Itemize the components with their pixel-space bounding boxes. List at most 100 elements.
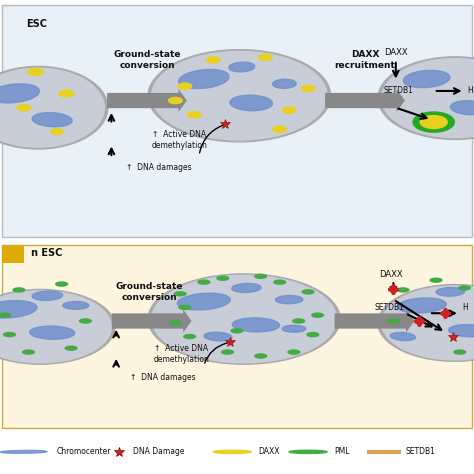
Text: SETDB1: SETDB1 bbox=[405, 447, 435, 456]
Circle shape bbox=[213, 450, 251, 454]
Circle shape bbox=[458, 285, 471, 291]
Circle shape bbox=[453, 349, 466, 355]
Circle shape bbox=[173, 291, 187, 297]
Ellipse shape bbox=[0, 68, 104, 147]
Circle shape bbox=[292, 318, 305, 324]
Ellipse shape bbox=[232, 318, 280, 332]
Circle shape bbox=[289, 450, 327, 454]
Ellipse shape bbox=[378, 284, 474, 361]
Ellipse shape bbox=[230, 95, 273, 111]
Circle shape bbox=[177, 82, 192, 90]
Circle shape bbox=[311, 312, 324, 318]
Ellipse shape bbox=[148, 274, 340, 364]
Text: ↑  DNA damages: ↑ DNA damages bbox=[126, 163, 191, 172]
Text: SETDB1: SETDB1 bbox=[374, 303, 404, 312]
Bar bbox=[367, 450, 401, 454]
Circle shape bbox=[419, 115, 448, 129]
Circle shape bbox=[206, 56, 221, 64]
Circle shape bbox=[58, 89, 74, 98]
Text: n ESC: n ESC bbox=[31, 248, 62, 258]
Ellipse shape bbox=[32, 113, 72, 127]
Text: H: H bbox=[462, 303, 468, 312]
Circle shape bbox=[79, 318, 92, 324]
Text: SETDB1: SETDB1 bbox=[384, 86, 414, 95]
Circle shape bbox=[197, 279, 210, 285]
Circle shape bbox=[254, 273, 267, 279]
Circle shape bbox=[3, 332, 16, 337]
Ellipse shape bbox=[232, 283, 261, 292]
Ellipse shape bbox=[179, 69, 229, 89]
Circle shape bbox=[187, 111, 202, 118]
Text: DAXX: DAXX bbox=[384, 48, 408, 57]
Ellipse shape bbox=[0, 450, 47, 453]
Text: DAXX: DAXX bbox=[258, 447, 280, 456]
Ellipse shape bbox=[148, 50, 331, 142]
Circle shape bbox=[396, 287, 410, 292]
Ellipse shape bbox=[32, 291, 63, 301]
Text: Ground-state
conversion: Ground-state conversion bbox=[116, 282, 183, 301]
Text: H: H bbox=[467, 86, 473, 95]
Circle shape bbox=[254, 353, 267, 359]
Circle shape bbox=[27, 67, 44, 76]
Ellipse shape bbox=[273, 79, 296, 88]
Ellipse shape bbox=[382, 286, 474, 360]
Circle shape bbox=[55, 282, 68, 287]
Text: ↑  DNA damages: ↑ DNA damages bbox=[130, 374, 196, 383]
Circle shape bbox=[301, 289, 315, 294]
Circle shape bbox=[22, 349, 35, 355]
Ellipse shape bbox=[448, 325, 474, 337]
Text: DAXX: DAXX bbox=[379, 270, 403, 279]
Circle shape bbox=[273, 279, 286, 285]
Ellipse shape bbox=[0, 291, 111, 363]
Circle shape bbox=[258, 54, 273, 61]
Ellipse shape bbox=[390, 332, 416, 341]
Circle shape bbox=[216, 275, 229, 281]
Circle shape bbox=[272, 126, 287, 133]
Ellipse shape bbox=[450, 100, 474, 115]
Circle shape bbox=[429, 277, 443, 283]
Ellipse shape bbox=[282, 325, 306, 332]
Ellipse shape bbox=[403, 70, 450, 88]
Circle shape bbox=[412, 111, 455, 133]
Ellipse shape bbox=[0, 301, 37, 318]
Ellipse shape bbox=[204, 332, 232, 341]
Ellipse shape bbox=[152, 52, 327, 140]
Text: ↑  Active DNA
demethylation: ↑ Active DNA demethylation bbox=[152, 130, 208, 150]
Ellipse shape bbox=[0, 290, 115, 364]
Ellipse shape bbox=[0, 84, 39, 103]
Text: ↑  Active DNA
demethylation: ↑ Active DNA demethylation bbox=[154, 344, 210, 364]
Ellipse shape bbox=[63, 301, 89, 310]
Circle shape bbox=[16, 104, 31, 111]
Text: ESC: ESC bbox=[26, 19, 47, 29]
Circle shape bbox=[387, 318, 400, 324]
Text: Ground-state
conversion: Ground-state conversion bbox=[113, 50, 181, 70]
Circle shape bbox=[306, 332, 319, 337]
Text: Chromocenter: Chromocenter bbox=[57, 447, 111, 456]
Ellipse shape bbox=[378, 57, 474, 139]
Text: DNA Damage: DNA Damage bbox=[133, 447, 184, 456]
Ellipse shape bbox=[30, 326, 74, 339]
Circle shape bbox=[12, 287, 26, 292]
Text: DAXX
recruitment: DAXX recruitment bbox=[335, 50, 395, 70]
Circle shape bbox=[221, 349, 234, 355]
Ellipse shape bbox=[152, 275, 337, 363]
Ellipse shape bbox=[397, 298, 447, 313]
Text: PML: PML bbox=[334, 447, 350, 456]
Circle shape bbox=[0, 312, 11, 318]
Circle shape bbox=[64, 346, 78, 351]
Ellipse shape bbox=[0, 66, 108, 149]
Circle shape bbox=[183, 334, 196, 339]
Ellipse shape bbox=[229, 62, 255, 72]
Ellipse shape bbox=[382, 59, 474, 137]
Circle shape bbox=[230, 328, 244, 333]
Circle shape bbox=[287, 349, 301, 355]
Circle shape bbox=[282, 106, 297, 114]
Circle shape bbox=[168, 97, 183, 104]
Ellipse shape bbox=[436, 288, 465, 296]
Ellipse shape bbox=[177, 293, 230, 310]
Circle shape bbox=[50, 128, 64, 135]
Circle shape bbox=[301, 85, 316, 92]
Bar bbox=[2, 246, 24, 263]
Circle shape bbox=[169, 320, 182, 326]
Ellipse shape bbox=[275, 295, 303, 304]
